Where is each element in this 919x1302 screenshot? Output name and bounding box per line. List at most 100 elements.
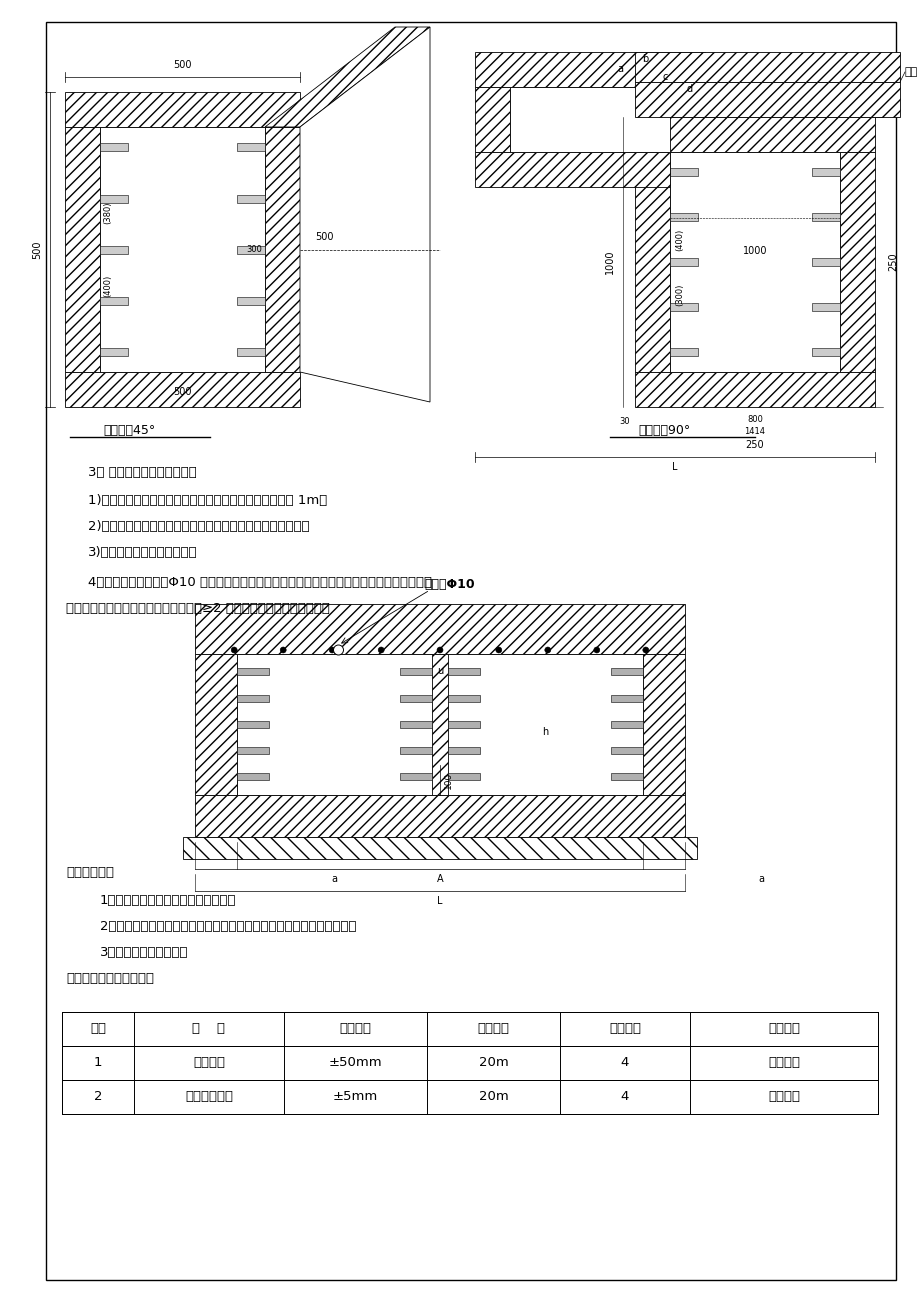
Bar	[237, 668, 268, 674]
Text: c: c	[662, 72, 667, 82]
Bar	[610, 668, 642, 674]
Text: L: L	[437, 896, 442, 906]
Bar	[65, 92, 300, 128]
Text: 锈、防腔处理。电缆支架应与接地网有≥2 个明显的接地点并可靠连接。: 锈、防腔处理。电缆支架应与接地网有≥2 个明显的接地点并可靠连接。	[66, 602, 330, 615]
Bar	[448, 773, 480, 780]
Text: 序号: 序号	[90, 1022, 106, 1035]
Bar	[237, 773, 268, 780]
Circle shape	[642, 647, 648, 654]
Text: d: d	[686, 85, 692, 94]
Text: 检查频率: 检查频率	[608, 1022, 641, 1035]
Bar	[669, 152, 839, 372]
Text: a: a	[757, 874, 764, 884]
Circle shape	[593, 647, 599, 654]
Bar	[65, 372, 300, 408]
Bar	[669, 168, 698, 176]
Text: (400): (400)	[675, 229, 683, 251]
Text: 2、电缆支架的防腔层应均匀，表面光滑没有毛刺，焊接符合国家标准。: 2、电缆支架的防腔层应均匀，表面光滑没有毛刺，焊接符合国家标准。	[100, 919, 357, 932]
Bar	[448, 668, 480, 674]
Bar	[634, 52, 899, 82]
Circle shape	[333, 644, 343, 655]
Bar	[634, 372, 874, 408]
Text: ±50mm: ±50mm	[328, 1056, 382, 1069]
Bar	[448, 721, 480, 728]
Bar	[237, 721, 268, 728]
Circle shape	[495, 647, 501, 654]
Bar	[811, 348, 839, 355]
Bar	[400, 773, 432, 780]
Text: 250: 250	[745, 440, 764, 450]
Text: 检查方法: 检查方法	[767, 1022, 800, 1035]
Circle shape	[544, 647, 550, 654]
Text: 1: 1	[94, 1056, 102, 1069]
Text: 电缆支架安装允许偏差：: 电缆支架安装允许偏差：	[66, 971, 153, 984]
Text: 500: 500	[314, 233, 333, 242]
Bar	[610, 721, 642, 728]
Text: ±5mm: ±5mm	[333, 1091, 378, 1104]
Bar	[100, 246, 128, 254]
Bar	[634, 82, 899, 117]
Bar	[448, 747, 480, 754]
Bar	[669, 214, 698, 221]
Text: 30: 30	[619, 418, 630, 427]
Circle shape	[437, 647, 443, 654]
Text: A: A	[437, 874, 443, 884]
Circle shape	[329, 647, 335, 654]
Text: 支架间距: 支架间距	[193, 1056, 225, 1069]
Bar	[100, 348, 128, 355]
Bar	[62, 1046, 877, 1079]
Text: h: h	[542, 727, 548, 737]
Bar	[183, 837, 697, 859]
Text: 500: 500	[173, 60, 191, 70]
Text: 2: 2	[94, 1091, 102, 1104]
Bar	[432, 654, 448, 796]
Bar	[634, 117, 874, 152]
Circle shape	[378, 647, 384, 654]
Bar	[237, 695, 268, 702]
Bar	[448, 695, 480, 702]
Text: u: u	[437, 665, 443, 676]
Bar	[811, 168, 839, 176]
Bar	[100, 297, 128, 305]
Text: 过梁: 过梁	[904, 66, 917, 77]
Text: (400): (400)	[103, 275, 112, 297]
Bar	[195, 796, 685, 837]
Text: 五、质量标准: 五、质量标准	[66, 866, 114, 879]
Text: 1414: 1414	[743, 427, 765, 436]
Text: a: a	[617, 64, 622, 74]
Bar	[811, 258, 839, 266]
Bar	[237, 348, 265, 355]
Text: 4: 4	[620, 1091, 629, 1104]
Bar	[839, 152, 874, 372]
Text: 相邻支架高差: 相邻支架高差	[185, 1091, 233, 1104]
Text: 250: 250	[887, 253, 897, 271]
Text: 电缆沟轣45°: 电缆沟轣45°	[104, 423, 156, 436]
Bar	[509, 87, 669, 152]
Bar	[474, 152, 669, 187]
Text: 3、电缆支架安装牢固。: 3、电缆支架安装牢固。	[100, 945, 188, 958]
Text: 用锢尺量: 用锢尺量	[767, 1056, 800, 1069]
Text: 1、电缆支架必须符合设计尺寸要求。: 1、电缆支架必须符合设计尺寸要求。	[100, 893, 236, 906]
Bar	[400, 668, 432, 674]
Text: 100: 100	[444, 771, 452, 789]
Bar	[474, 87, 509, 152]
Text: 项    目: 项 目	[192, 1022, 225, 1035]
Bar	[610, 773, 642, 780]
Text: 20m: 20m	[478, 1091, 508, 1104]
Text: 4: 4	[620, 1056, 629, 1069]
Bar	[100, 128, 265, 372]
Text: (380): (380)	[103, 202, 112, 224]
Bar	[610, 695, 642, 702]
Bar	[237, 246, 265, 254]
Bar	[669, 258, 698, 266]
Text: 3、 支架安装满足以下要求：: 3、 支架安装满足以下要求：	[88, 466, 197, 479]
Bar	[669, 348, 698, 355]
Bar	[62, 1079, 877, 1115]
Text: 20m: 20m	[478, 1056, 508, 1069]
Bar	[62, 1012, 877, 1046]
Bar	[669, 303, 698, 311]
Text: 2)支架外侧加垫片及弹簧垫片，最后用润滑油涂抒螺栓螺母。: 2)支架外侧加垫片及弹簧垫片，最后用润滑油涂抒螺栓螺母。	[88, 519, 310, 533]
Bar	[474, 52, 704, 87]
Text: 电缆沟轣90°: 电缆沟轣90°	[638, 423, 690, 436]
Bar	[642, 654, 685, 796]
